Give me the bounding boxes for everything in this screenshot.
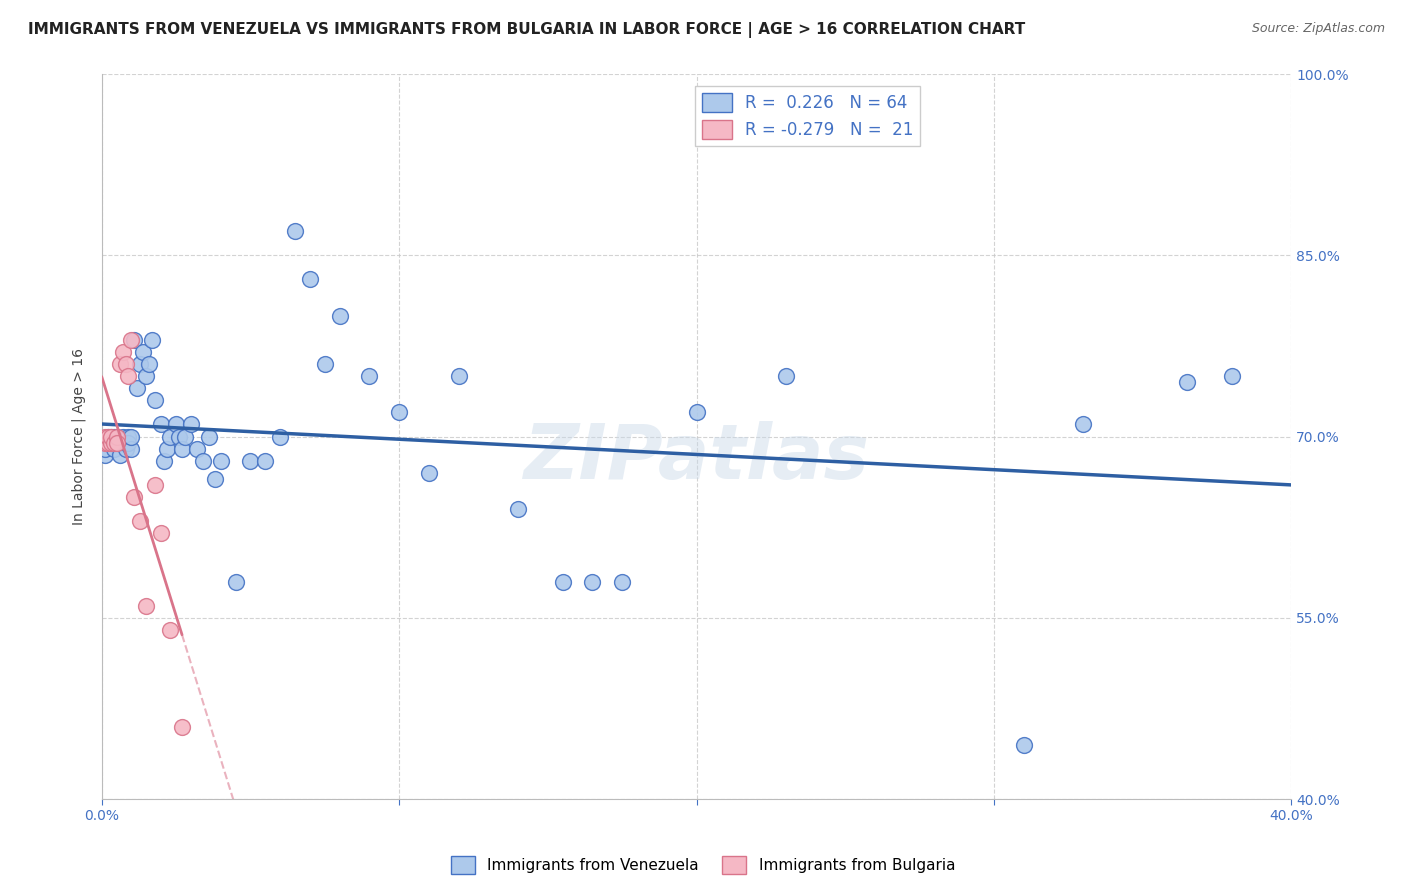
- Point: [103, 429, 125, 443]
- Text: IMMIGRANTS FROM VENEZUELA VS IMMIGRANTS FROM BULGARIA IN LABOR FORCE | AGE > 16 : IMMIGRANTS FROM VENEZUELA VS IMMIGRANTS …: [28, 22, 1025, 38]
- Point: [97, 429, 120, 443]
- Point: [150, 417, 173, 432]
- Point: [143, 478, 166, 492]
- Point: [239, 453, 262, 467]
- Point: [93, 435, 115, 450]
- Point: [159, 623, 181, 637]
- Point: [127, 381, 149, 395]
- Y-axis label: In Labor Force | Age > 16: In Labor Force | Age > 16: [72, 348, 86, 525]
- Point: [117, 369, 139, 384]
- Point: [329, 309, 352, 323]
- Point: [204, 472, 226, 486]
- Point: [100, 429, 122, 443]
- Point: [775, 369, 797, 384]
- Point: [551, 574, 574, 589]
- Point: [165, 417, 187, 432]
- Point: [97, 435, 120, 450]
- Point: [1220, 369, 1243, 384]
- Point: [170, 720, 193, 734]
- Point: [120, 442, 142, 456]
- Point: [143, 393, 166, 408]
- Point: [97, 435, 120, 450]
- Point: [1071, 417, 1094, 432]
- Point: [111, 435, 134, 450]
- Point: [120, 429, 142, 443]
- Point: [298, 272, 321, 286]
- Point: [180, 417, 202, 432]
- Point: [1175, 375, 1198, 389]
- Point: [100, 429, 122, 443]
- Point: [167, 429, 190, 443]
- Point: [159, 429, 181, 443]
- Point: [117, 429, 139, 443]
- Point: [685, 405, 707, 419]
- Point: [269, 429, 291, 443]
- Point: [105, 435, 128, 450]
- Legend: Immigrants from Venezuela, Immigrants from Bulgaria: Immigrants from Venezuela, Immigrants fr…: [444, 850, 962, 880]
- Point: [254, 453, 277, 467]
- Point: [93, 429, 115, 443]
- Point: [108, 448, 131, 462]
- Point: [284, 224, 307, 238]
- Legend: R =  0.226   N = 64, R = -0.279   N =  21: R = 0.226 N = 64, R = -0.279 N = 21: [695, 86, 920, 146]
- Point: [150, 526, 173, 541]
- Point: [388, 405, 411, 419]
- Point: [129, 357, 152, 371]
- Point: [506, 502, 529, 516]
- Text: ZIPatlas: ZIPatlas: [523, 421, 869, 495]
- Point: [138, 357, 160, 371]
- Text: Source: ZipAtlas.com: Source: ZipAtlas.com: [1251, 22, 1385, 36]
- Point: [612, 574, 634, 589]
- Point: [114, 435, 136, 450]
- Point: [170, 442, 193, 456]
- Point: [108, 357, 131, 371]
- Point: [1012, 738, 1035, 752]
- Point: [174, 429, 197, 443]
- Point: [209, 453, 232, 467]
- Point: [186, 442, 208, 456]
- Point: [120, 333, 142, 347]
- Point: [191, 453, 214, 467]
- Point: [359, 369, 381, 384]
- Point: [124, 490, 146, 504]
- Point: [117, 435, 139, 450]
- Point: [141, 333, 163, 347]
- Point: [447, 369, 470, 384]
- Point: [153, 453, 176, 467]
- Point: [418, 466, 440, 480]
- Point: [314, 357, 336, 371]
- Point: [197, 429, 219, 443]
- Point: [103, 442, 125, 456]
- Point: [111, 345, 134, 359]
- Point: [108, 435, 131, 450]
- Point: [103, 435, 125, 450]
- Point: [129, 514, 152, 528]
- Point: [225, 574, 247, 589]
- Point: [105, 429, 128, 443]
- Point: [114, 442, 136, 456]
- Point: [97, 429, 120, 443]
- Point: [93, 448, 115, 462]
- Point: [132, 345, 155, 359]
- Point: [581, 574, 603, 589]
- Point: [105, 435, 128, 450]
- Point: [100, 435, 122, 450]
- Point: [135, 369, 157, 384]
- Point: [111, 429, 134, 443]
- Point: [135, 599, 157, 613]
- Point: [105, 429, 128, 443]
- Point: [124, 333, 146, 347]
- Point: [100, 435, 122, 450]
- Point: [156, 442, 179, 456]
- Point: [93, 442, 115, 456]
- Point: [114, 357, 136, 371]
